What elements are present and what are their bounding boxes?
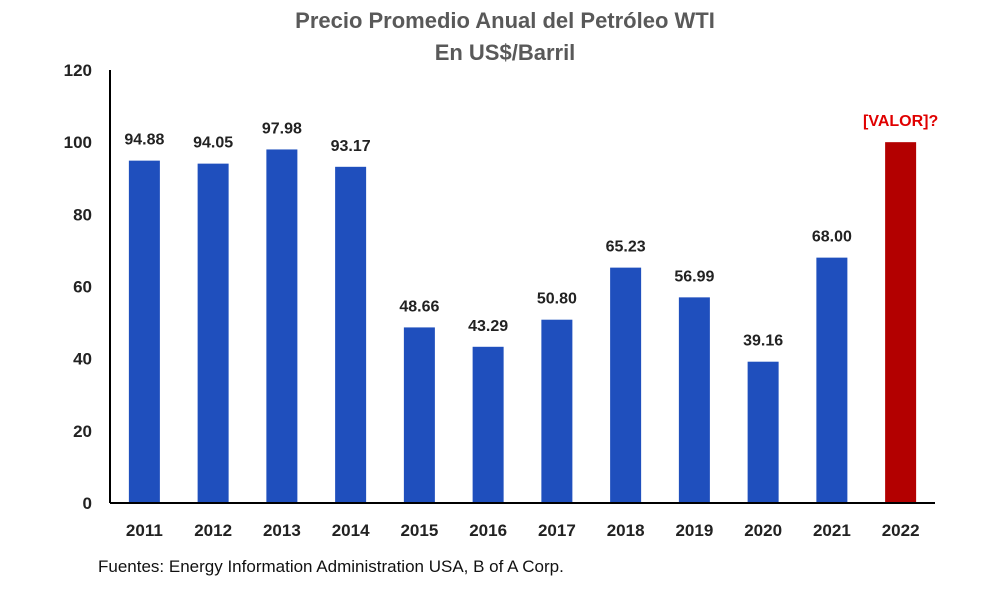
x-tick-label-2019: 2019 <box>675 521 713 540</box>
x-tick-label-2014: 2014 <box>332 521 370 540</box>
bar-2021 <box>816 257 848 503</box>
data-label-2022: [VALOR]? <box>863 113 938 130</box>
data-label-2018: 65.23 <box>606 239 646 256</box>
data-label-2011: 94.88 <box>124 132 164 149</box>
data-label-2016: 43.29 <box>468 318 508 335</box>
chart-subtitle: En US$/Barril <box>435 40 576 65</box>
bar-2017 <box>541 319 573 503</box>
x-tick-label-2016: 2016 <box>469 521 507 540</box>
x-tick-label-2012: 2012 <box>194 521 232 540</box>
x-tick-label-2020: 2020 <box>744 521 782 540</box>
y-tick-label: 80 <box>73 205 92 224</box>
x-tick-label-2018: 2018 <box>607 521 645 540</box>
bar-2015 <box>403 327 435 503</box>
data-label-2014: 93.17 <box>331 138 371 155</box>
data-label-2017: 50.80 <box>537 291 577 308</box>
y-axis-ticks: 0 20 40 60 80 100 120 <box>64 61 92 513</box>
bar-2016 <box>472 346 504 503</box>
x-tick-label-2011: 2011 <box>126 521 163 540</box>
y-tick-label: 0 <box>83 494 92 513</box>
bar-2011 <box>128 160 160 503</box>
x-tick-label-2022: 2022 <box>882 521 920 540</box>
y-tick-label: 40 <box>73 350 92 369</box>
bar-2012 <box>197 163 229 504</box>
data-labels: 94.88 94.05 97.98 93.17 48.66 43.29 50.80 65.23… <box>124 113 938 350</box>
x-tick-label-2015: 2015 <box>400 521 438 540</box>
source-footnote: Fuentes: Energy Information Administrati… <box>98 557 564 576</box>
x-tick-label-2013: 2013 <box>263 521 301 540</box>
data-label-2020: 39.16 <box>743 333 783 350</box>
bar-2022 <box>885 142 917 503</box>
data-label-2015: 48.66 <box>399 298 439 315</box>
y-tick-label: 20 <box>73 422 92 441</box>
data-label-2021: 68.00 <box>812 229 852 246</box>
bar-2020 <box>747 361 779 503</box>
data-label-2019: 56.99 <box>674 268 714 285</box>
data-label-2012: 94.05 <box>193 135 233 152</box>
bar-2014 <box>335 166 367 503</box>
data-label-2013: 97.98 <box>262 120 302 137</box>
bar-2013 <box>266 149 298 503</box>
x-axis-ticks: 2011 2012 2013 2014 2015 2016 2017 2018 2019 2020… <box>126 521 920 540</box>
y-tick-label: 60 <box>73 278 92 297</box>
bars <box>128 142 917 504</box>
bar-2019 <box>678 297 710 503</box>
x-tick-label-2017: 2017 <box>538 521 576 540</box>
y-tick-label: 120 <box>64 61 92 80</box>
bar-2018 <box>610 267 642 503</box>
y-tick-label: 100 <box>64 133 92 152</box>
x-tick-label-2021: 2021 <box>813 521 851 540</box>
chart-title: Precio Promedio Anual del Petróleo WTI <box>295 8 715 33</box>
